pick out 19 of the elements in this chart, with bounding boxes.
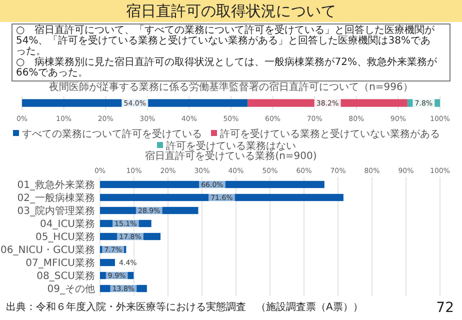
y-tick-label: 09_その他 [47,283,95,296]
chart-title: 夜間医師が従事する業務に係る労働基準監督署の宿日直許可について（n=996） [49,81,413,93]
legend-label: すべての業務について許可を受けている [22,128,202,140]
y-tick-label: 04_ICU業務 [40,218,95,230]
y-tick-label: 01_救急外来業務 [17,178,95,191]
source-note: 出典：令和６年度入院・外来医療等における実態調査 （施設調査票（A票）） [6,301,363,313]
y-tick-label: 06_NICU・GCU業務 [0,244,95,256]
text: ○ 病棟業務別に見た宿日直許可の取得状況としては、一般病棟業務が72%、救急外来業務が66%であった。 [16,56,438,78]
y-tick-label: 07_MFICU業務 [26,257,95,270]
legend-label: 許可を受けている業務と受けていない業務がある [220,128,440,140]
y-tick-label: 08_SCU業務 [36,270,95,282]
y-tick-label: 02_一般病棟業務 [17,192,95,204]
text: ○ 宿日直許可について、「すべての業務について許可を受けている」と回答した医療機関が54%、「許可を受けている業務と受けていない業務がある」と回答した医療機関は38%であった。 [16,24,436,58]
legend-label: 許可を受けている業務はない [166,140,296,152]
text: 宿日直許可の取得状況について [126,2,336,20]
chart-title: 宿日直許可を受けている業務(n=900) [145,150,317,162]
text: 72 [436,300,454,316]
y-tick-label: 03_院内管理業務 [17,204,95,217]
y-tick-label: 05_HCU業務 [35,231,95,243]
